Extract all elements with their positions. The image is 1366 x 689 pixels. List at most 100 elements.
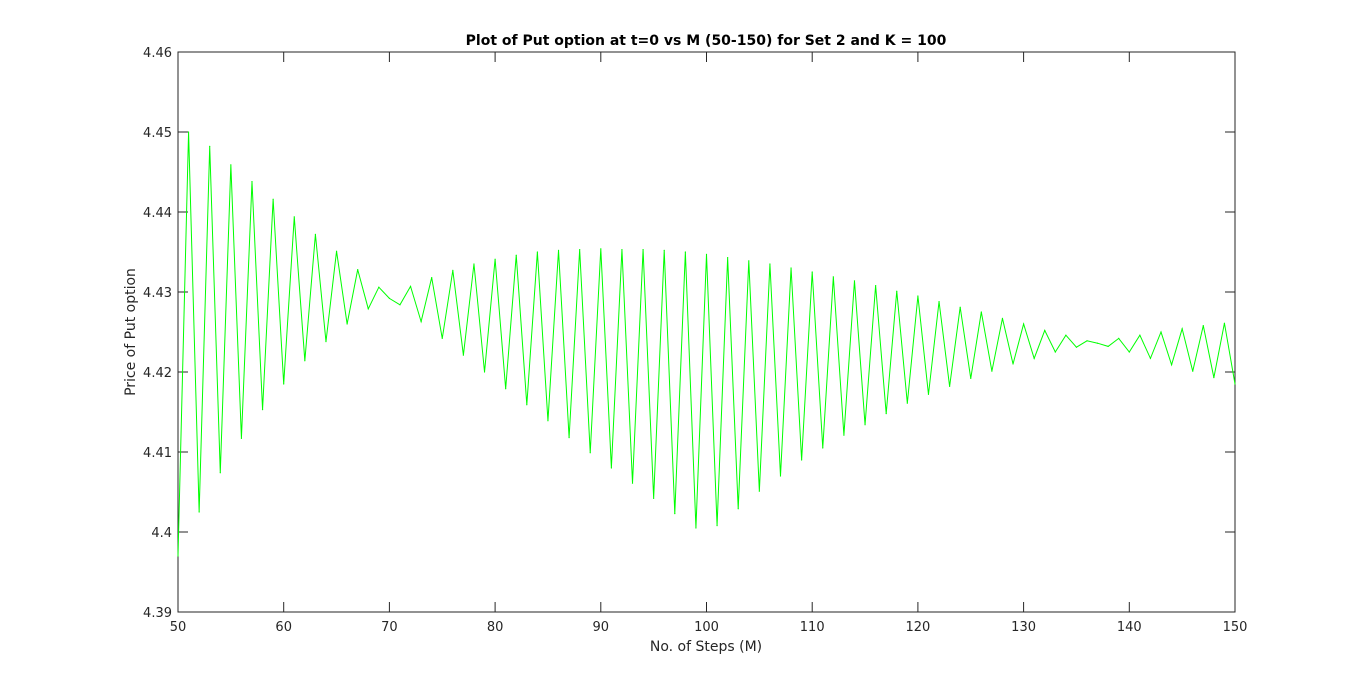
data-point bbox=[1012, 363, 1014, 365]
data-point bbox=[420, 321, 422, 323]
data-point bbox=[177, 555, 179, 557]
data-point bbox=[240, 437, 243, 439]
data-point bbox=[1213, 377, 1215, 379]
data-point bbox=[378, 286, 380, 288]
data-point bbox=[748, 260, 750, 262]
data-point bbox=[695, 527, 697, 529]
y-tick-label: 4.4 bbox=[151, 526, 172, 541]
data-point bbox=[631, 482, 634, 484]
x-axis-label: No. of Steps (M) bbox=[650, 639, 762, 655]
y-tick-label: 4.44 bbox=[143, 206, 172, 221]
data-point bbox=[431, 277, 433, 279]
data-point bbox=[864, 424, 866, 426]
chart-title: Plot of Put option at t=0 vs M (50-150) … bbox=[466, 33, 947, 49]
data-point bbox=[610, 467, 612, 469]
data-point bbox=[906, 402, 908, 404]
data-point bbox=[293, 216, 295, 218]
data-point bbox=[1075, 346, 1078, 348]
data-point bbox=[1170, 364, 1173, 366]
data-point bbox=[547, 420, 549, 422]
x-tick-label: 120 bbox=[905, 620, 930, 635]
data-point bbox=[875, 285, 877, 287]
data-point bbox=[790, 267, 792, 269]
data-point bbox=[621, 249, 623, 251]
data-point bbox=[483, 371, 486, 373]
x-tick-label: 50 bbox=[170, 620, 187, 635]
data-point bbox=[737, 508, 739, 510]
data-point bbox=[663, 249, 665, 251]
data-point bbox=[219, 472, 221, 474]
data-point bbox=[1202, 325, 1204, 327]
data-point bbox=[843, 434, 845, 436]
data-point bbox=[705, 253, 708, 255]
data-point bbox=[462, 354, 464, 356]
data-point bbox=[853, 280, 856, 282]
data-point bbox=[832, 276, 834, 278]
y-tick-label: 4.45 bbox=[143, 126, 172, 141]
x-tick-label: 140 bbox=[1117, 620, 1142, 635]
data-point bbox=[1234, 383, 1236, 385]
data-point bbox=[1160, 331, 1162, 333]
data-point bbox=[568, 437, 570, 439]
data-point bbox=[991, 370, 993, 372]
data-point bbox=[1118, 337, 1120, 339]
data-point bbox=[452, 269, 454, 271]
x-tick-label: 100 bbox=[694, 620, 719, 635]
y-axis-label: Price of Put option bbox=[123, 268, 139, 396]
data-point bbox=[251, 181, 253, 183]
data-point bbox=[198, 511, 200, 513]
data-point bbox=[1223, 322, 1226, 324]
data-point bbox=[473, 263, 475, 265]
y-tick-label: 4.41 bbox=[143, 446, 172, 461]
y-tick-label: 4.46 bbox=[143, 46, 172, 61]
data-point bbox=[357, 269, 359, 271]
data-point bbox=[653, 497, 655, 499]
data-point bbox=[283, 383, 285, 385]
data-point bbox=[1001, 317, 1004, 319]
data-point bbox=[1023, 323, 1025, 325]
plot-area bbox=[177, 51, 1236, 613]
data-point bbox=[980, 311, 982, 313]
data-point bbox=[642, 249, 644, 251]
data-point bbox=[970, 377, 972, 379]
data-point bbox=[187, 131, 190, 133]
data-point bbox=[346, 323, 348, 325]
data-point bbox=[557, 249, 560, 251]
x-tick-label: 80 bbox=[487, 620, 504, 635]
data-point bbox=[388, 297, 390, 299]
axis-tick-labels: 50 60 70 80 90 100 110 120 130 140 150 4.39 4.4 4.41 4… bbox=[143, 46, 1247, 635]
x-tick-label: 130 bbox=[1011, 620, 1036, 635]
data-point bbox=[917, 295, 919, 297]
y-tick-label: 4.42 bbox=[143, 366, 172, 381]
data-point bbox=[822, 447, 824, 449]
x-tick-label: 110 bbox=[800, 620, 825, 635]
data-point bbox=[674, 513, 676, 515]
data-point bbox=[1128, 351, 1130, 353]
x-tick-label: 90 bbox=[593, 620, 610, 635]
data-point bbox=[272, 198, 274, 200]
y-tick-label: 4.39 bbox=[143, 606, 172, 621]
data-point bbox=[1096, 342, 1099, 344]
data-point bbox=[885, 413, 887, 415]
data-point bbox=[1107, 345, 1109, 347]
data-point bbox=[304, 360, 306, 362]
data-point bbox=[1086, 340, 1088, 342]
data-point bbox=[505, 388, 507, 390]
data-point bbox=[1139, 334, 1141, 336]
x-tick-label: 70 bbox=[381, 620, 398, 635]
data-point bbox=[1192, 370, 1194, 372]
data-point bbox=[811, 271, 813, 273]
data-point bbox=[526, 404, 528, 406]
data-point bbox=[959, 306, 961, 308]
data-point bbox=[1054, 351, 1056, 353]
data-point bbox=[1065, 334, 1067, 336]
data-point bbox=[589, 452, 591, 454]
series-points bbox=[177, 131, 1236, 557]
data-point bbox=[1044, 329, 1046, 331]
data-point bbox=[494, 258, 496, 260]
data-point bbox=[684, 251, 686, 253]
data-point bbox=[579, 249, 581, 251]
data-point bbox=[230, 164, 232, 166]
data-point bbox=[209, 145, 211, 147]
